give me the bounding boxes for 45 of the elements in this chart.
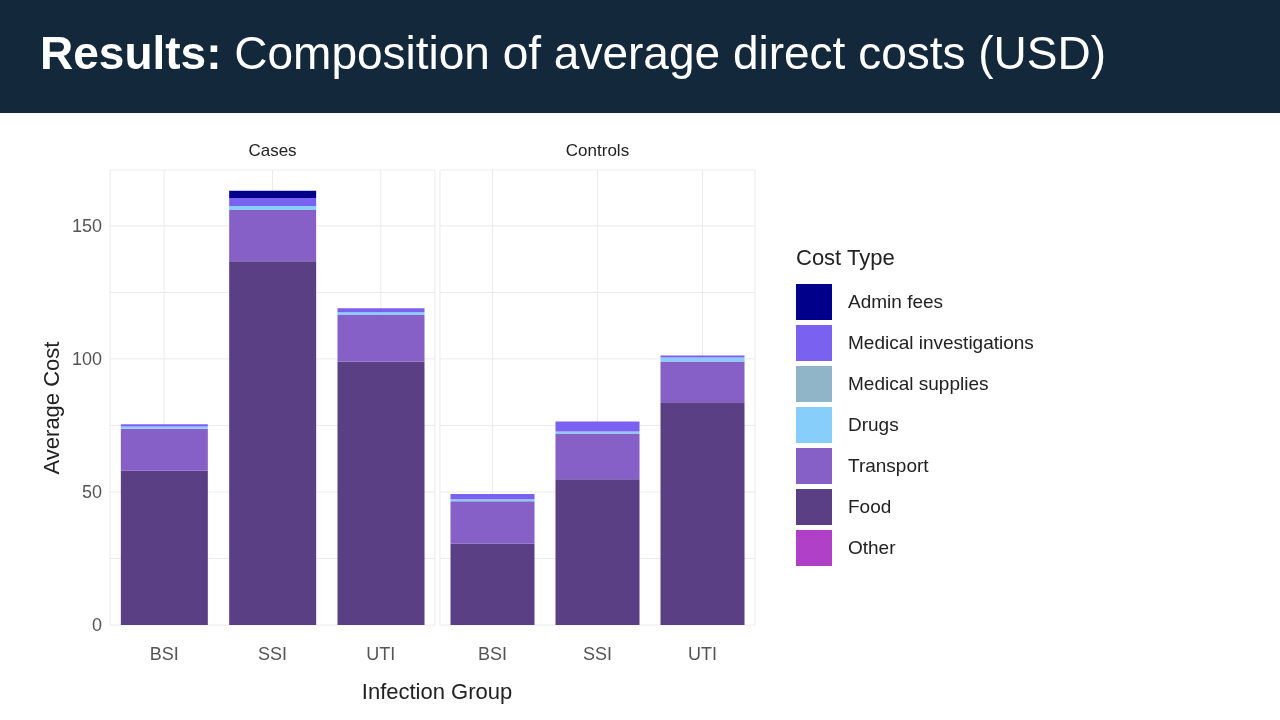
bar xyxy=(120,428,208,471)
bar xyxy=(229,197,317,206)
bar xyxy=(660,355,745,358)
x-axis-title: Infection Group xyxy=(361,679,513,705)
y-axis-title: Average Cost xyxy=(39,341,65,475)
bar xyxy=(555,433,640,480)
x-tick-label: BSI xyxy=(477,643,508,664)
legend-label: Other xyxy=(848,536,896,559)
bar xyxy=(229,205,317,210)
bar xyxy=(555,479,640,625)
chart-subtitle: Cases xyxy=(247,141,298,161)
bar xyxy=(450,494,535,500)
bar xyxy=(450,501,535,544)
legend-label: Medical supplies xyxy=(848,372,989,395)
bar xyxy=(660,361,745,403)
bar xyxy=(229,261,317,625)
x-tick-label: UTI xyxy=(366,643,396,664)
bar xyxy=(337,315,425,362)
bar xyxy=(337,312,425,316)
y-tick-label: 100 xyxy=(71,349,102,370)
y-tick-label: 50 xyxy=(81,482,102,503)
y-tick-label: 0 xyxy=(91,615,102,636)
x-tick-label: SSI xyxy=(582,643,613,664)
bar xyxy=(660,357,745,362)
bar xyxy=(337,361,425,625)
x-tick-label: UTI xyxy=(688,643,717,664)
bar xyxy=(337,308,425,313)
bar xyxy=(660,402,745,625)
x-tick-label: SSI xyxy=(257,643,288,664)
bar xyxy=(555,421,640,432)
legend-title: Cost Type xyxy=(796,245,896,271)
x-tick-label: BSI xyxy=(149,643,179,664)
text: Results: Composition of average direct costs (USD) xyxy=(40,26,1107,80)
bar xyxy=(450,543,535,625)
y-tick-label: 150 xyxy=(71,216,102,237)
bar xyxy=(229,190,317,198)
bar xyxy=(120,470,208,625)
chart-subtitle: Controls xyxy=(564,141,631,161)
bar xyxy=(229,209,317,262)
legend-label: Drugs xyxy=(848,413,899,436)
legend-label: Medical investigations xyxy=(848,331,1034,354)
bar xyxy=(450,499,535,502)
legend-label: Transport xyxy=(848,454,929,477)
legend-label: Food xyxy=(848,495,892,518)
legend-label: Admin fees xyxy=(848,290,944,313)
